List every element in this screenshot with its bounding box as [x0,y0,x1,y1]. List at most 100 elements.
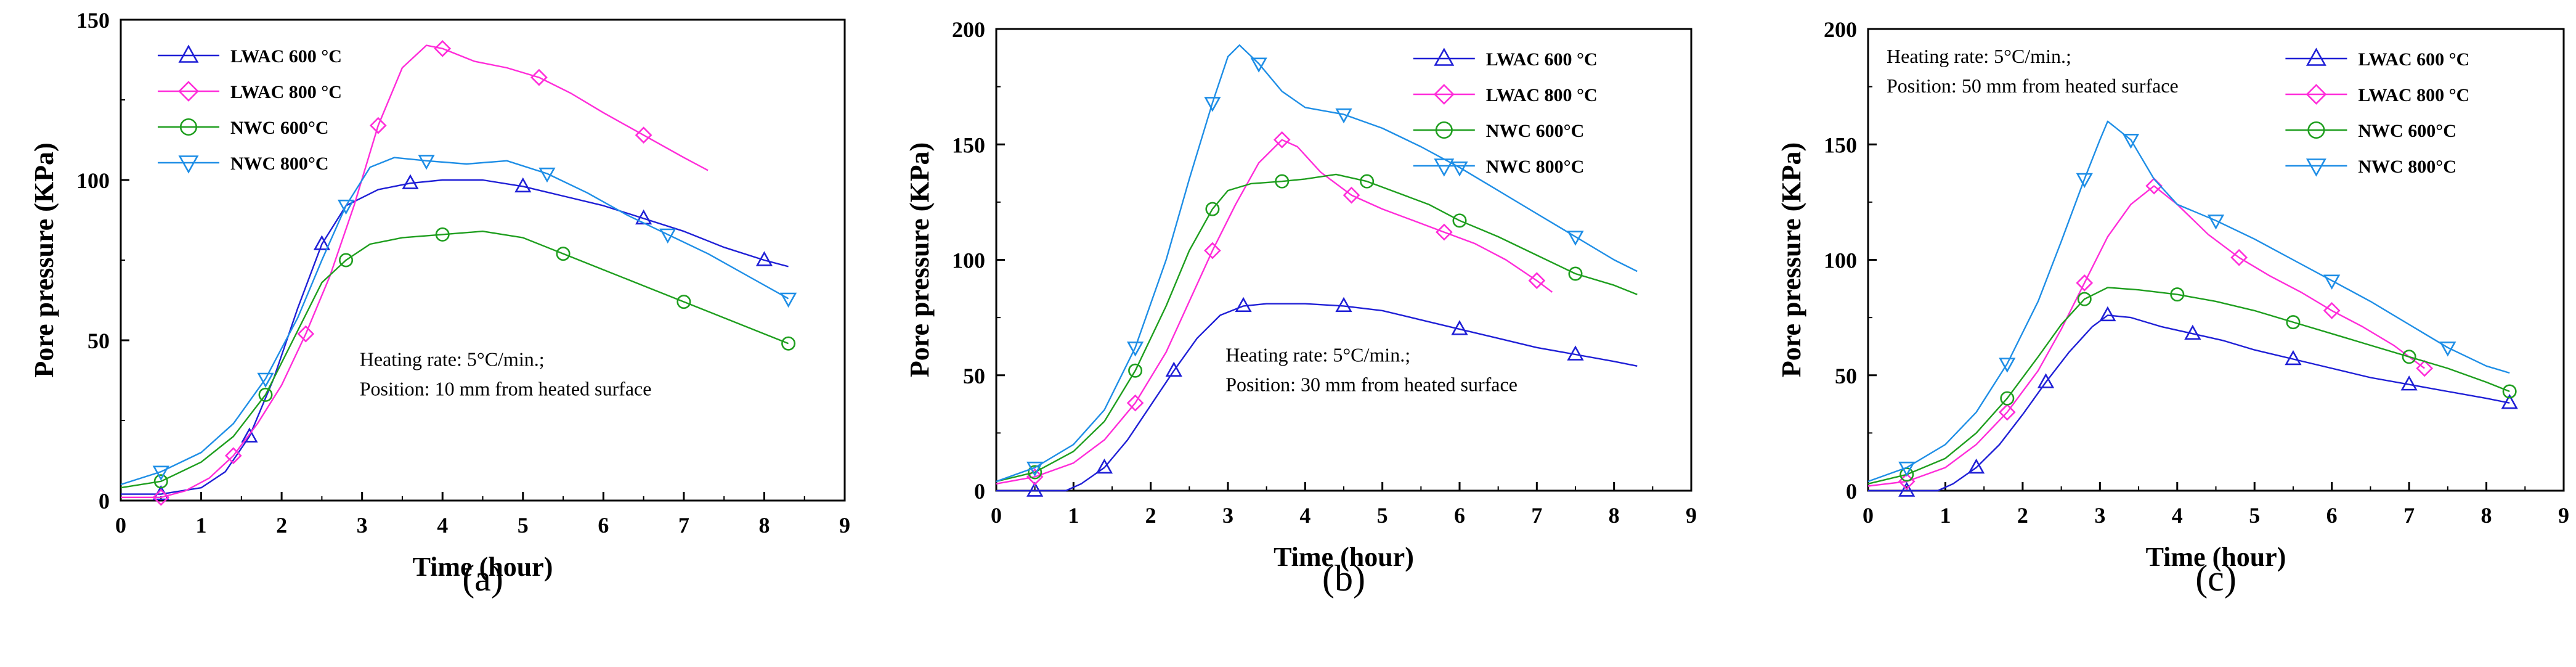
data-point [2286,315,2301,330]
data-point [1126,342,1144,357]
data-point [1235,297,1252,313]
series-line [996,139,1553,485]
data-point [2323,274,2341,290]
data-point [337,199,355,215]
y-tick-label: 200 [952,17,985,42]
data-point [1205,202,1220,216]
x-tick-label: 1 [1940,503,1951,528]
x-tick-label: 8 [758,513,770,538]
x-tick-label: 7 [678,513,689,538]
data-point [2400,375,2418,391]
annotation-text: Heating rate: 5°C/min.; [1887,45,2071,67]
plot-frame [120,18,846,502]
data-point [538,167,556,183]
legend-label: NWC 600°C [2358,121,2456,141]
legend-marker [179,118,198,136]
data-point [2184,324,2201,340]
series-line [996,173,1638,483]
legend-label: NWC 600°C [1486,121,1585,141]
data-point [1095,458,1113,474]
data-point [1275,174,1290,189]
data-point [2077,292,2092,306]
x-tick-label: 6 [598,513,609,538]
data-point [435,227,450,242]
x-axis-title: Time (hour) [1274,542,1414,572]
data-point [1567,231,1584,246]
legend-label: LWAC 600 °C [230,46,342,67]
x-tick-label: 5 [518,513,529,538]
data-point [241,427,258,443]
data-point [369,117,387,134]
data-point [1126,394,1144,412]
annotation-text: Position: 30 mm from heated surface [1225,373,1518,395]
y-axis-title: Pore pressure (KPa) [1776,142,1806,377]
data-point [418,155,435,170]
y-tick-label: 0 [974,479,985,504]
x-tick-label: 6 [1454,503,1465,528]
legend-marker [2306,47,2326,66]
x-tick-label: 0 [115,513,126,538]
chart-panel-b: 0 1 2 3 4 5 6 7 8 9 0 50 100 150 200 Time (hour) Pore pr… [904,17,1697,599]
data-point [1250,57,1267,73]
x-tick-label: 0 [991,503,1002,528]
panel-label: (b) [1322,558,1365,599]
legend-marker [178,81,199,102]
x-tick-label: 5 [2249,503,2260,528]
legend-marker [2307,121,2325,139]
data-point [1568,266,1583,281]
x-tick-label: 6 [2326,503,2338,528]
legend-label: NWC 800°C [2358,157,2456,177]
data-point [1343,186,1360,204]
data-point [1028,465,1042,480]
data-point [1273,131,1291,149]
data-point [1360,174,1375,189]
legend-marker [2306,158,2326,177]
y-axis-title: Pore pressure (KPa) [29,142,59,377]
x-tick-label: 9 [2558,503,2569,528]
x-tick-label: 1 [196,513,207,538]
legend-label: NWC 800°C [230,153,329,174]
data-point [1998,403,2016,421]
series-line [121,179,789,495]
data-point [2076,274,2094,292]
series-line [120,157,789,486]
x-tick-label: 3 [357,513,368,538]
data-point [677,295,691,309]
x-tick-label: 4 [437,513,448,538]
legend-marker [2306,84,2327,105]
data-point [1026,461,1044,477]
data-point [1165,361,1182,377]
data-point [1026,468,1044,486]
x-tick-label: 5 [1377,503,1388,528]
y-tick-label: 0 [1846,479,1857,504]
x-tick-label: 2 [276,513,287,538]
panel-label: (a) [462,558,503,599]
series-line [996,44,1638,483]
legend-label: LWAC 800 °C [230,82,342,102]
data-point [1452,213,1467,228]
data-point [152,488,170,506]
annotation-text: Position: 10 mm from heated surface [360,378,652,400]
series-line [120,231,789,489]
x-tick-label: 3 [1222,503,1233,528]
data-point [2170,287,2185,302]
series-line [1868,314,2510,492]
data-point [2402,350,2416,364]
data-point [402,174,419,189]
data-point [313,235,331,250]
annotation-text: Heating rate: 5°C/min.; [360,348,545,370]
legend-marker [1433,84,1455,105]
x-tick-label: 2 [1145,503,1156,528]
data-point [781,336,796,351]
y-tick-label: 150 [76,8,110,33]
x-tick-label: 8 [2481,503,2492,528]
data-point [224,447,242,465]
y-tick-label: 100 [952,248,985,273]
data-point [1451,162,1468,177]
x-tick-label: 1 [1068,503,1079,528]
data-point [1898,481,1916,497]
legend-marker [1434,158,1455,177]
data-point [339,253,354,268]
legend-marker [1435,121,1453,139]
data-point [755,251,773,266]
